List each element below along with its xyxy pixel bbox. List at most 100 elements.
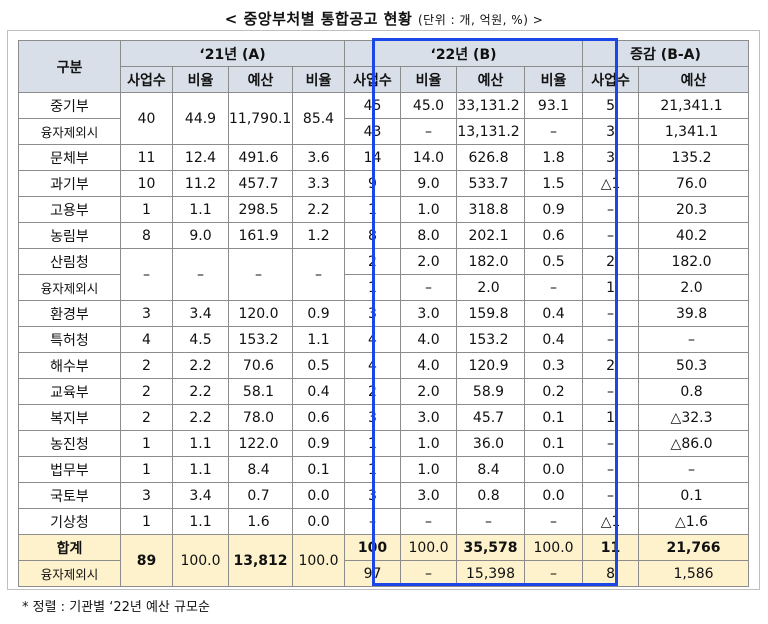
header-count-22: 사업수 xyxy=(344,66,401,93)
table-cell: – xyxy=(582,222,640,249)
table-cell: – xyxy=(582,326,640,353)
table-frame xyxy=(7,30,760,590)
table-cell: 0.5 xyxy=(292,352,345,379)
table-cell: 2.2 xyxy=(172,352,229,379)
table-cell: 0.0 xyxy=(523,482,584,509)
table-cell: – xyxy=(582,300,640,327)
table-cell: 교육부 xyxy=(18,378,121,405)
table-cell: 2.0 xyxy=(456,274,525,301)
table-cell: 13,131.2 xyxy=(456,118,525,145)
table-cell: 76.0 xyxy=(638,170,750,197)
table-cell: – xyxy=(292,248,345,301)
table-cell: 0.9 xyxy=(292,300,345,327)
table-cell: 100.0 xyxy=(172,534,229,587)
table-cell: 4 xyxy=(120,326,173,353)
table-cell: 40 xyxy=(120,92,173,145)
table-cell: 1 xyxy=(344,456,401,483)
table-cell: 1 xyxy=(120,508,173,535)
table-cell: △1 xyxy=(582,170,640,197)
table-cell: 2.2 xyxy=(172,378,229,405)
table-cell: △1.6 xyxy=(638,508,750,535)
header-ratio-21: 비율 xyxy=(172,66,229,93)
table-cell: 122.0 xyxy=(228,430,293,457)
table-cell: 0.1 xyxy=(638,482,750,509)
table-cell: 3 xyxy=(344,482,401,509)
table-cell: 11,790.1 xyxy=(228,92,293,145)
header-count-21: 사업수 xyxy=(120,66,173,93)
table-cell: – xyxy=(582,456,640,483)
header-budget-22: 예산 xyxy=(456,66,525,93)
table-cell: 161.9 xyxy=(228,222,293,249)
table-cell: – xyxy=(400,118,457,145)
table-cell: 182.0 xyxy=(456,248,525,275)
table-cell: – xyxy=(582,196,640,223)
table-cell: 1.0 xyxy=(400,196,457,223)
table-cell: 0.0 xyxy=(292,482,345,509)
table-cell: 8.0 xyxy=(400,222,457,249)
table-cell: 13,812 xyxy=(228,534,293,587)
table-cell: 0.8 xyxy=(456,482,525,509)
table-cell: 2.2 xyxy=(172,404,229,431)
table-cell: 9.0 xyxy=(172,222,229,249)
table-cell: 복지부 xyxy=(18,404,121,431)
table-row: 복지부 2 2.2 78.0 0.6 3 3.0 45.7 0.1 1 △32.3 xyxy=(18,404,750,431)
table-cell: 4.5 xyxy=(172,326,229,353)
table-cell: – xyxy=(582,482,640,509)
table-cell: – xyxy=(523,508,584,535)
table-cell: 202.1 xyxy=(456,222,525,249)
table-cell: 0.6 xyxy=(292,404,345,431)
table-cell: 2 xyxy=(120,378,173,405)
table-cell: – xyxy=(523,274,584,301)
table-cell: 135.2 xyxy=(638,144,750,171)
table-cell: 159.8 xyxy=(456,300,525,327)
table-cell: 0.1 xyxy=(292,456,345,483)
table-cell: 4 xyxy=(344,326,401,353)
table-cell: 1 xyxy=(120,456,173,483)
table-cell: 9 xyxy=(344,170,401,197)
table-cell: 0.9 xyxy=(523,196,584,223)
table-row: 문체부 11 12.4 491.6 3.6 14 14.0 626.8 1.8 3 135.2 xyxy=(18,144,750,171)
table-cell: 0.3 xyxy=(523,352,584,379)
table-cell: 1 xyxy=(582,404,640,431)
table-cell: 8 xyxy=(582,560,640,587)
table-cell: – xyxy=(456,508,525,535)
table-cell: 43 xyxy=(344,118,401,145)
table-cell: 4.0 xyxy=(400,326,457,353)
table-cell: 491.6 xyxy=(228,144,293,171)
table-cell: 11.2 xyxy=(172,170,229,197)
table-cell: △32.3 xyxy=(638,404,750,431)
table-cell: 8 xyxy=(120,222,173,249)
table-cell: 4.0 xyxy=(400,352,457,379)
table-cell: 182.0 xyxy=(638,248,750,275)
table-cell: 3 xyxy=(582,144,640,171)
table-cell: 1 xyxy=(344,196,401,223)
table-cell: 3.4 xyxy=(172,300,229,327)
budget-table: 구분 ‘21년 (A) ‘22년 (B) 증감 (B-A) 사업수 비율 예산 … xyxy=(18,40,750,587)
table-cell: 21,766 xyxy=(638,534,750,561)
table-cell: 0.1 xyxy=(523,404,584,431)
table-cell: 0.1 xyxy=(523,430,584,457)
table-cell: 0.0 xyxy=(523,456,584,483)
table-cell: 8.4 xyxy=(456,456,525,483)
table-cell: 3.0 xyxy=(400,404,457,431)
table-cell: 0.6 xyxy=(523,222,584,249)
table-cell: 1.1 xyxy=(292,326,345,353)
table-cell: 고용부 xyxy=(18,196,121,223)
table-cell: 환경부 xyxy=(18,300,121,327)
header-count-diff: 사업수 xyxy=(582,66,640,93)
table-cell: 0.9 xyxy=(292,430,345,457)
table-row: 해수부 2 2.2 70.6 0.5 4 4.0 120.9 0.3 2 50.3 xyxy=(18,352,750,379)
table-cell: 1.6 xyxy=(228,508,293,535)
table-cell: 융자제외시 xyxy=(18,118,121,145)
table-cell: 58.9 xyxy=(456,378,525,405)
table-cell: – xyxy=(582,430,640,457)
header-2021: ‘21년 (A) xyxy=(120,40,345,67)
table-cell: 1.2 xyxy=(292,222,345,249)
table-row: 특허청 4 4.5 153.2 1.1 4 4.0 153.2 0.4– – xyxy=(18,326,750,353)
table-cell: 1.0 xyxy=(400,456,457,483)
table-cell: – xyxy=(172,248,229,301)
table-cell: 산림청 xyxy=(18,248,121,275)
table-cell: 1.1 xyxy=(172,196,229,223)
table-cell: – xyxy=(582,378,640,405)
table-cell: – xyxy=(228,248,293,301)
